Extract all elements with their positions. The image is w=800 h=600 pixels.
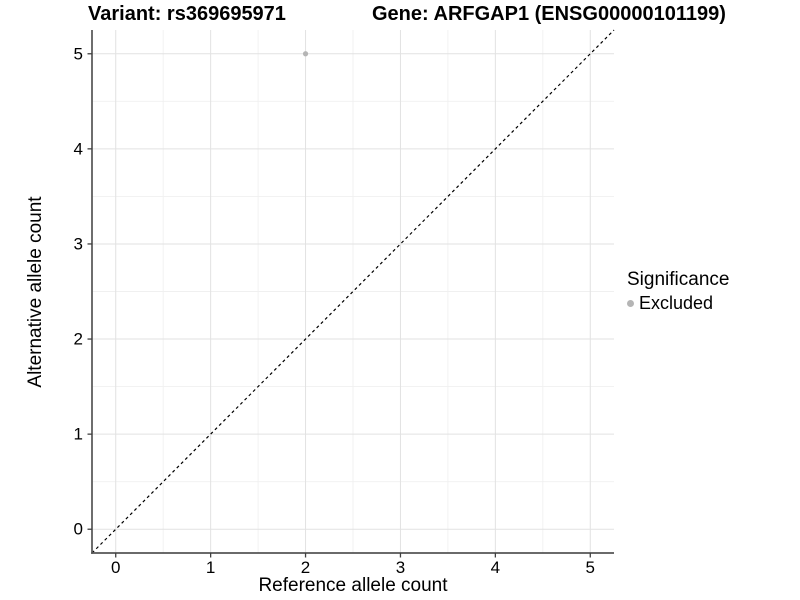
y-axis-title: Alternative allele count [25,196,46,388]
x-tick-label: 2 [301,558,310,577]
y-tick-label: 5 [74,44,83,63]
legend-item-label: Excluded [639,293,714,313]
legend-item: Excluded [627,293,729,313]
x-tick-label: 1 [206,558,215,577]
x-tick-label: 5 [586,558,595,577]
legend-title: Significance [627,269,730,290]
y-tick-label: 1 [74,425,83,444]
legend: Significance Excluded [627,269,729,313]
x-tick-label: 3 [396,558,405,577]
x-tick-label: 4 [491,558,500,577]
plot-title-variant: Variant: rs369695971 [88,3,286,25]
y-tick-label: 3 [74,234,83,253]
data-point-excluded [302,51,309,57]
x-tick-label: 0 [111,558,120,577]
x-axis-title: Reference allele count [258,575,448,596]
y-tick-label: 0 [74,520,83,539]
excluded-point-icon [627,299,634,307]
plot-title-gene: Gene: ARFGAP1 (ENSG00000101199) [372,3,726,25]
y-tick-label: 4 [74,139,83,158]
y-tick-label: 2 [74,330,83,349]
